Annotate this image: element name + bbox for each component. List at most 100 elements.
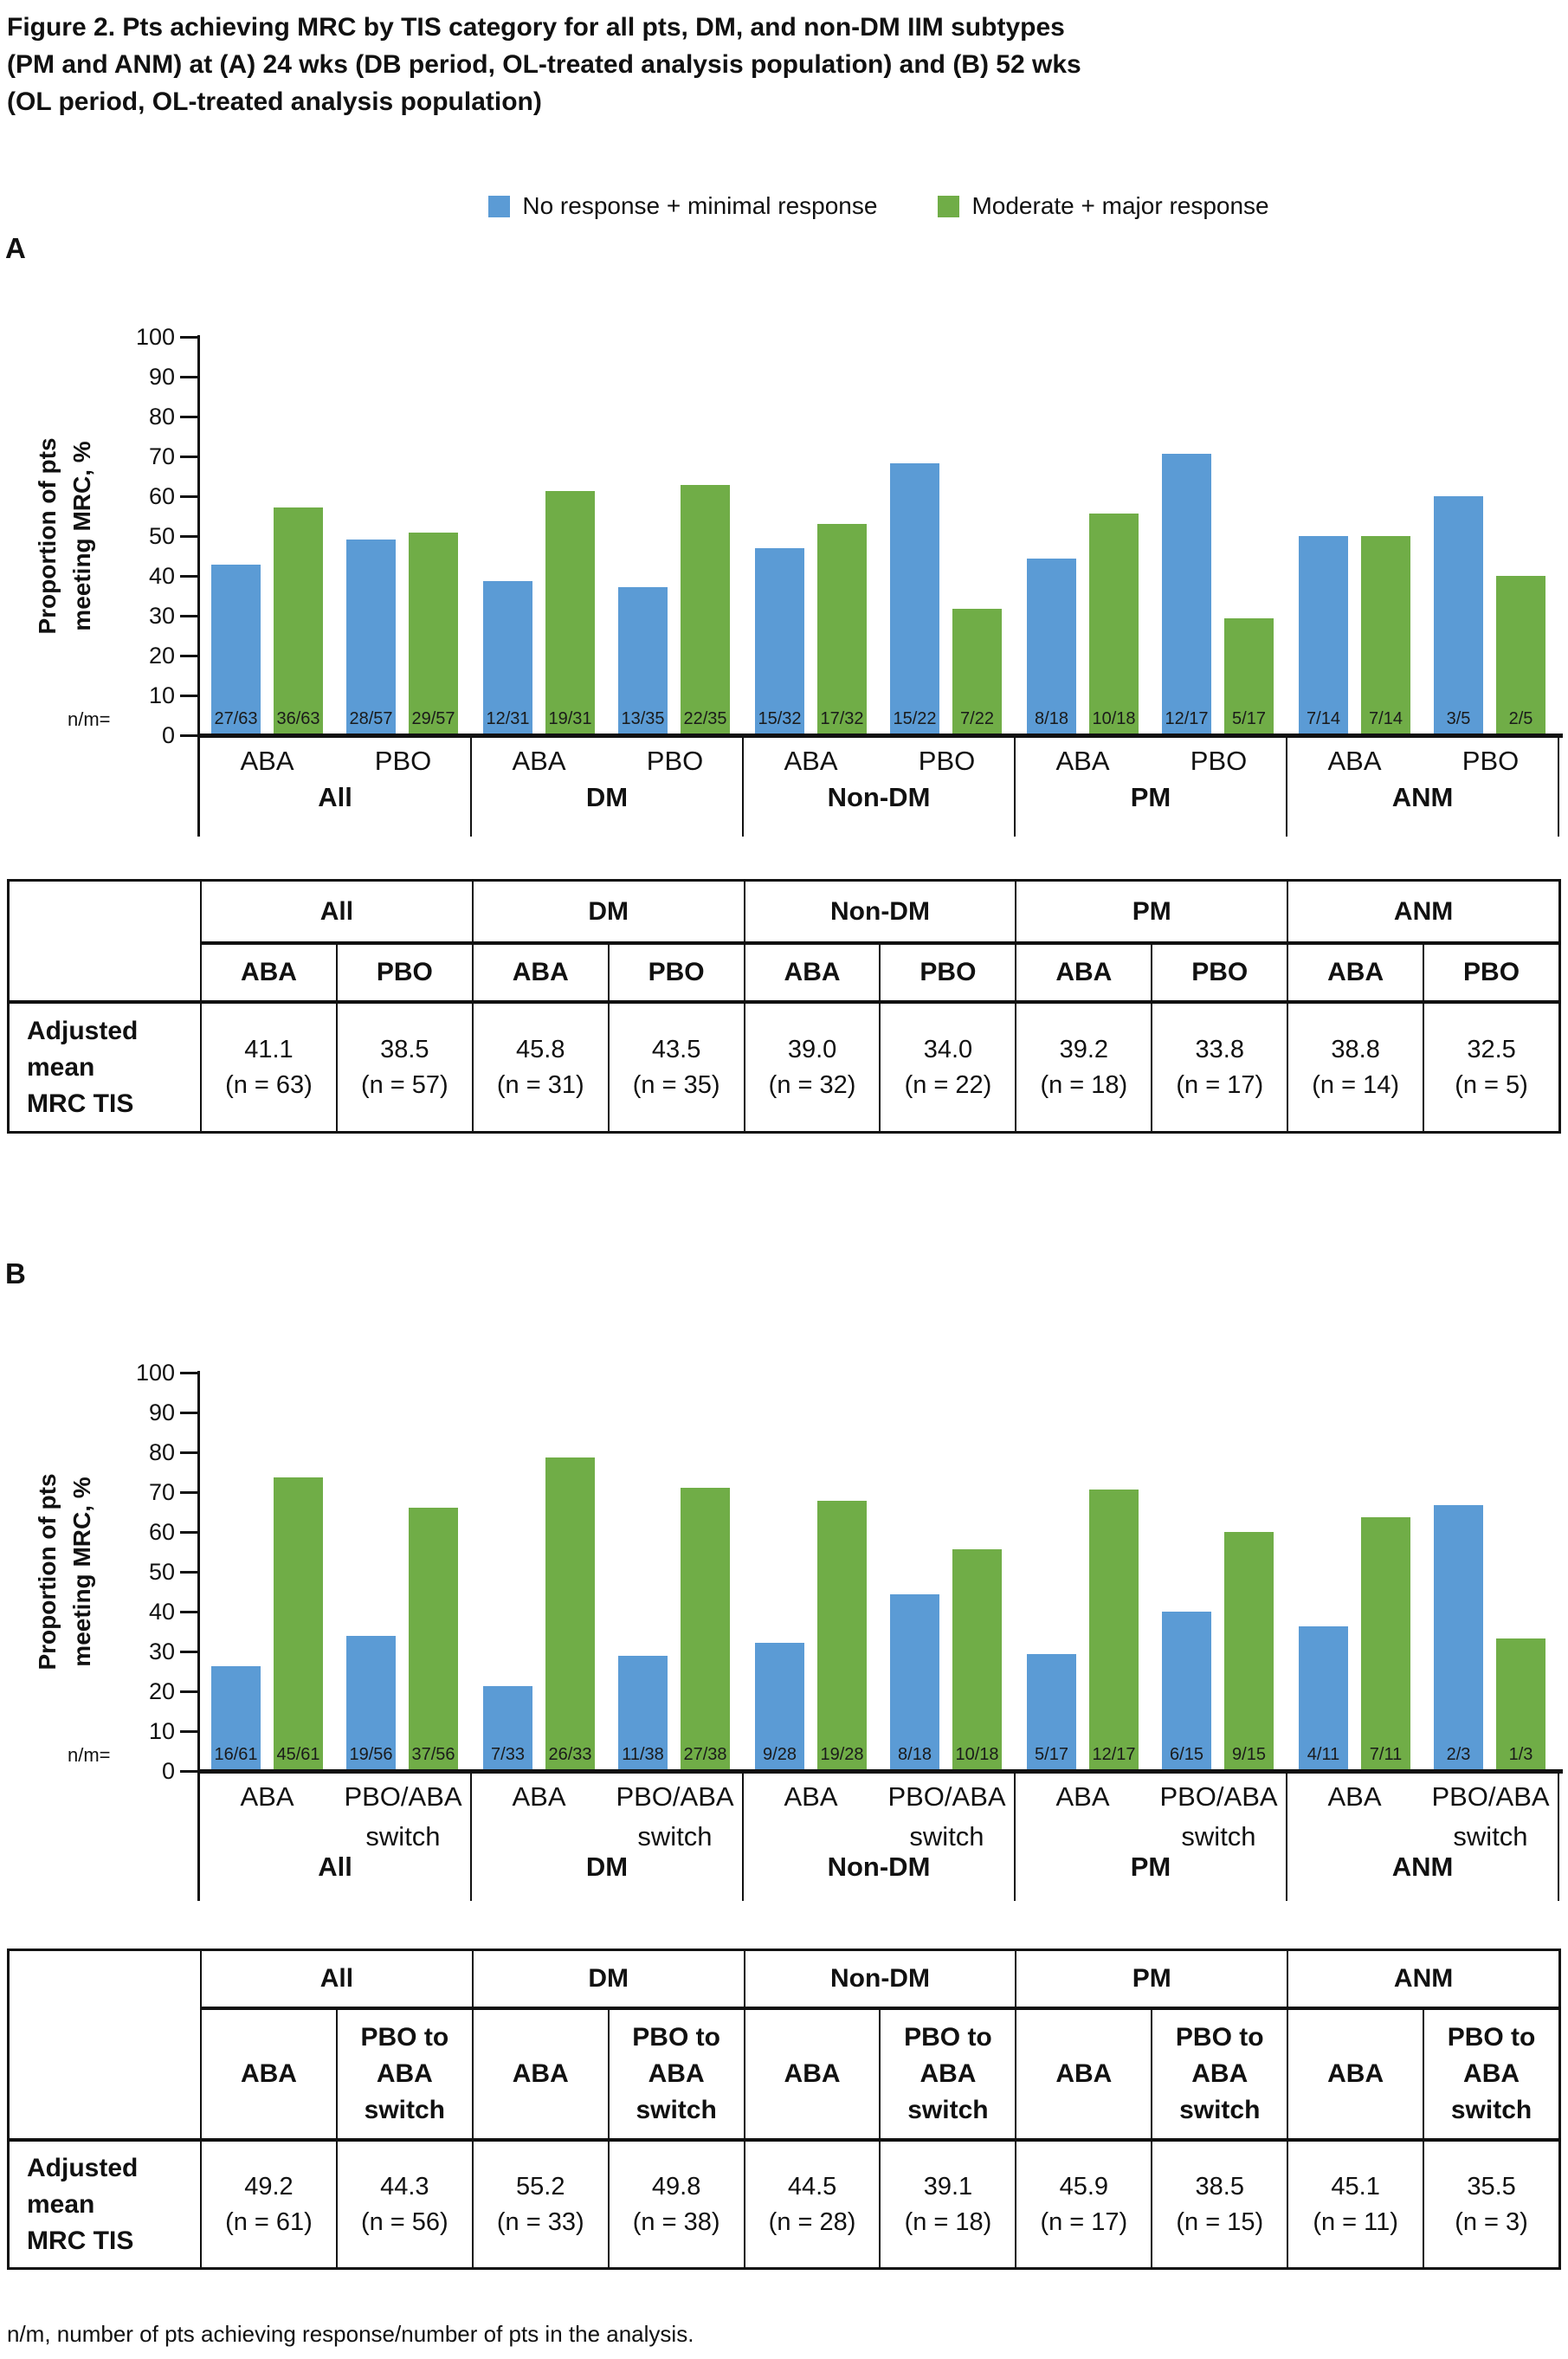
figure-title-line1: Figure 2. Pts achieving MRC by TIS categ… [7,13,1065,42]
nm-value-label: 12/17 [1165,709,1209,728]
table-value: 38.5 [380,1035,429,1063]
table-arm-header: ABA [743,2010,880,2142]
table-n: (n = 32) [768,1070,856,1099]
table-n: (n = 33) [496,2207,584,2236]
nm-value-label: 7/33 [491,1745,525,1764]
bar-moderate-major-response [409,532,458,735]
group-separator-line [1014,735,1016,837]
x-axis-group-label-Non-DM: Non-DM [827,1852,931,1882]
x-axis-arm-label: ABA [743,1777,879,1817]
y-tick-label-70: 70 [148,443,175,469]
bar-no-minimal-response [1027,558,1076,735]
y-tick-mark-60 [180,1531,197,1534]
arm-label-line: switch [637,1821,713,1852]
table-arm-header: PBO [335,945,472,1004]
y-tick-mark-60 [180,495,197,498]
x-axis-arm-label: PBO [607,741,743,781]
nm-value-label: 36/63 [276,709,320,728]
panel-a-label: A [5,232,26,264]
bar-moderate-major-response [681,484,730,735]
table-arm-header: PBO [879,945,1016,1004]
nm-value-label: 10/18 [1092,709,1136,728]
table-value: 43.5 [651,1035,701,1063]
y-tick-label-40: 40 [148,1599,175,1625]
x-axis-arm-label: ABA [1015,1777,1151,1817]
nm-value-label: 7/14 [1369,709,1403,728]
y-tick-mark-20 [180,1690,197,1693]
table-group-header-PM: PM [1015,1951,1287,2010]
bar-chart-panel-a: 27/63 36/63 ABA 28/57 29/57 PBO All 12/31 19/31 A… [199,337,1559,837]
nm-value-label: 28/57 [349,709,393,728]
footnote: n/m, number of pts achieving response/nu… [7,2321,694,2347]
nm-value-label: 19/56 [349,1745,393,1764]
nm-value-label: 9/28 [763,1745,797,1764]
table-value-cell: 35.5 (n = 3) [1423,2142,1558,2267]
bar-moderate-major-response [1496,576,1545,735]
table-row-label: Adjusted mean MRC TIS [27,1016,139,1118]
table-group-header-DM: DM [471,1951,744,2010]
x-axis-arm-label: PBO/ABA switch [1423,1777,1558,1857]
x-axis-arm-label: PBO/ABA switch [879,1777,1015,1857]
y-axis-title-panel-a: Proportion of pts meeting MRC, % [30,389,100,683]
table-n: (n = 31) [496,1070,584,1099]
table-value: 34.0 [923,1035,973,1063]
table-value-cell: 39.2 (n = 18) [1015,1004,1151,1131]
table-value-cell: 34.0 (n = 22) [879,1004,1015,1131]
bar-no-minimal-response [346,1636,396,1771]
adjusted-mean-table-panel-a: All DM Non-DM PM ANM ABA PBO ABA PBO ABA PBO ABA PBO… [7,879,1561,1134]
nm-value-label: 37/56 [411,1745,455,1764]
bar-no-minimal-response [211,564,261,735]
nm-value-label: 17/32 [820,709,864,728]
bar-moderate-major-response [409,1507,458,1771]
nm-value-label: 22/35 [683,709,727,728]
y-tick-mark-90 [180,376,197,378]
nm-value-label: 7/11 [1369,1745,1403,1764]
arm-label-line: PBO/ABA [616,1781,734,1812]
x-axis-arm-label: ABA [743,741,879,781]
table-n: (n = 35) [632,1070,720,1099]
group-separator-line [742,735,744,837]
group-separator-line [470,1771,472,1901]
table-value: 39.0 [787,1035,837,1063]
table-value-cell: 32.5 (n = 5) [1423,1004,1558,1131]
table-value: 55.2 [516,2172,565,2201]
bar-no-minimal-response [755,1643,804,1771]
table-n: (n = 28) [768,2207,856,2236]
table-arm-header: PBO to ABA switch [335,2010,472,2142]
y-tick-mark-80 [180,416,197,418]
legend-item-moderate-major: Moderate + major response [938,192,1269,220]
bar-moderate-major-response [274,1477,323,1771]
table-arm-header: PBO [1151,945,1287,1004]
table-arm-header: PBO [607,945,744,1004]
y-axis-title-panel-b: Proportion of pts meeting MRC, % [30,1425,100,1719]
x-axis-arm-label: ABA [471,741,607,781]
bar-moderate-major-response [1361,1517,1410,1771]
table-n: (n = 57) [360,1070,448,1099]
table-arm-header: ABA [471,945,608,1004]
x-axis-baseline-panel-a [197,734,1563,738]
table-arm-header: ABA [200,945,336,1004]
table-value-cell: 44.5 (n = 28) [743,2142,880,2267]
y-tick-label-90: 90 [148,364,175,390]
x-axis-arm-label: ABA [1287,1777,1423,1817]
bar-moderate-major-response [1361,536,1410,735]
table-value-cell: 45.9 (n = 17) [1015,2142,1151,2267]
x-axis-arm-label: PBO [335,741,471,781]
table-value: 49.2 [244,2172,294,2201]
bar-group-Non-DM: 9/28 19/28 ABA 8/18 10/18 PBO/ABA switch Non-DM [742,1373,1015,1901]
arm-label-line: PBO [374,746,432,776]
table-n: (n = 18) [1040,1070,1128,1099]
nm-value-label: 3/5 [1446,709,1471,728]
arm-label-line: ABA [1055,1781,1110,1812]
bar-moderate-major-response [952,608,1002,735]
table-value: 39.2 [1059,1035,1109,1063]
table-value-cell: 38.5 (n = 57) [335,1004,472,1131]
bar-moderate-major-response [1089,1490,1139,1771]
y-tick-label-60: 60 [148,483,175,509]
table-value: 38.5 [1195,2172,1244,2201]
y-tick-label-60: 60 [148,1519,175,1545]
nm-value-label: 15/32 [758,709,802,728]
x-axis-group-label-Non-DM: Non-DM [827,782,931,812]
table-value: 45.9 [1059,2172,1109,2201]
arm-label-line: ABA [1327,746,1382,776]
